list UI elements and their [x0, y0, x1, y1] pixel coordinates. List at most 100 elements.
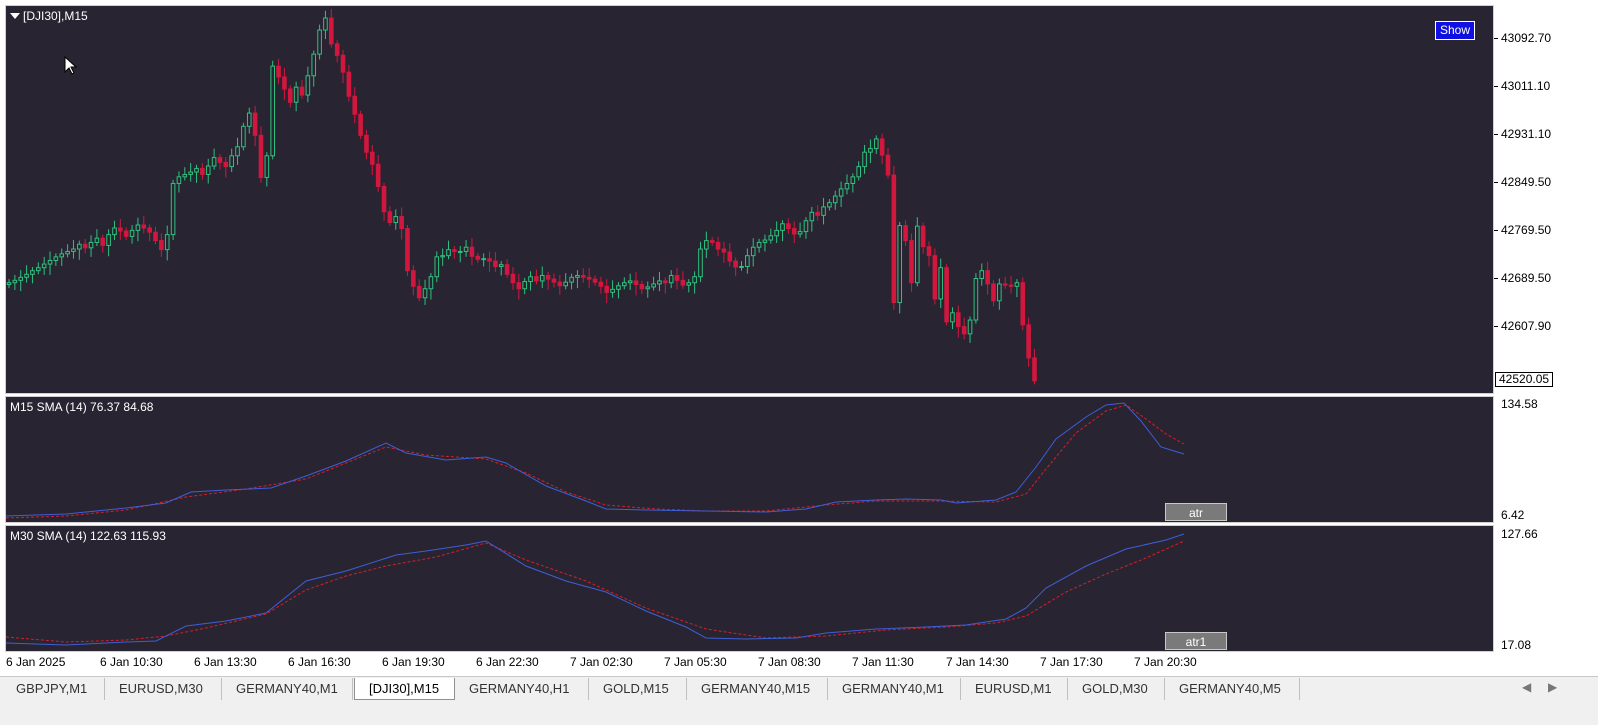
time-label: 7 Jan 02:30 — [570, 655, 633, 669]
atr1-signal-line — [6, 540, 1185, 643]
atr-m15-pane[interactable]: M15 SMA (14) 76.37 84.68 atr — [5, 396, 1494, 523]
tab-germany40-m5[interactable]: GERMANY40,M5 — [1165, 678, 1300, 700]
bull-candle — [563, 281, 569, 287]
scroll-right-icon[interactable]: ▶ — [1548, 680, 1558, 694]
tab-germany40-m15[interactable]: GERMANY40,M15 — [687, 678, 828, 700]
bull-candle — [311, 53, 317, 77]
bear-candle — [786, 223, 791, 230]
bull-candle — [112, 227, 117, 236]
bear-candle — [364, 134, 369, 153]
bull-candle — [610, 288, 615, 293]
tab-gbpjpy-m1[interactable]: GBPJPY,M1 — [2, 678, 105, 700]
bear-candle — [352, 95, 358, 115]
bull-candle — [844, 182, 850, 190]
bull-candle — [428, 276, 434, 290]
bull-candle — [422, 288, 428, 299]
bull-candle — [41, 263, 47, 269]
tab-germany40-m1[interactable]: GERMANY40,M1 — [222, 678, 353, 700]
bull-candle — [205, 165, 211, 175]
bear-candle — [346, 71, 352, 97]
bull-candle — [18, 276, 24, 281]
atr-m30-title: M30 SMA (14) 122.63 115.93 — [10, 529, 166, 543]
bull-candle — [182, 173, 188, 178]
bull-candle — [94, 237, 100, 243]
bull-candle — [803, 220, 809, 233]
bull-candle — [129, 229, 135, 237]
atr-axis-bottom: 6.42 — [1501, 508, 1525, 522]
tab-germany40-h1[interactable]: GERMANY40,H1 — [455, 678, 589, 700]
bull-candle — [651, 283, 656, 288]
bull-candle — [481, 258, 486, 261]
bull-candle — [780, 223, 785, 231]
bull-candle — [77, 243, 82, 250]
bull-candle — [868, 148, 873, 153]
bear-candle — [1026, 324, 1031, 359]
bear-candle — [985, 270, 990, 285]
price-label: 42931.10 — [1501, 127, 1552, 141]
time-axis: 6 Jan 2025 6 Jan 10:30 6 Jan 13:30 6 Jan… — [0, 652, 1494, 676]
bear-candle — [1032, 357, 1037, 382]
candlestick-chart — [6, 8, 1037, 385]
bear-candle — [586, 276, 592, 280]
bear-candle — [815, 211, 820, 216]
price-chart-pane[interactable]: [DJI30],M15 Show — [5, 5, 1494, 394]
show-button[interactable]: Show — [1435, 21, 1476, 40]
bull-candle — [850, 176, 856, 184]
tab-gold-m30[interactable]: GOLD,M30 — [1068, 678, 1165, 700]
bear-candle — [733, 260, 738, 268]
atr-signal-line — [6, 404, 1185, 519]
bear-candle — [1002, 283, 1008, 286]
tab-germany40-m1-2[interactable]: GERMANY40,M1 — [828, 678, 961, 700]
collapse-triangle-icon[interactable] — [10, 13, 20, 19]
bull-candle — [457, 250, 463, 253]
bear-candle — [375, 163, 381, 187]
atr-button[interactable]: atr — [1165, 503, 1227, 521]
bull-candle — [323, 17, 328, 31]
bear-candle — [604, 285, 610, 293]
bear-candle — [282, 76, 287, 90]
bull-candle — [270, 65, 275, 157]
atr-m30-pane[interactable]: M30 SMA (14) 122.63 115.93 atr1 — [5, 525, 1494, 652]
bull-candle — [12, 279, 18, 284]
bear-candle — [721, 248, 727, 253]
tab-gold-m15[interactable]: GOLD,M15 — [589, 678, 687, 700]
tab-eurusd-m30[interactable]: EURUSD,M30 — [105, 678, 222, 700]
bear-candle — [370, 151, 375, 165]
bear-candle — [909, 240, 914, 284]
tab-eurusd-m1[interactable]: EURUSD,M1 — [961, 678, 1068, 700]
atr1-axis-bottom: 17.08 — [1501, 638, 1532, 652]
price-label: 43092.70 — [1501, 31, 1552, 45]
bull-candle — [36, 267, 41, 272]
bull-candle — [229, 155, 234, 168]
bull-candle — [47, 259, 53, 265]
bull-candle — [873, 138, 879, 150]
bull-candle — [65, 250, 70, 255]
time-label: 7 Jan 11:30 — [852, 655, 914, 669]
bull-candle — [235, 146, 240, 157]
bear-candle — [920, 225, 926, 248]
bear-candle — [891, 174, 897, 304]
scroll-left-icon[interactable]: ◀ — [1522, 680, 1532, 694]
bull-candle — [827, 202, 832, 208]
bull-candle — [264, 155, 270, 178]
bull-candle — [446, 249, 451, 257]
atr-m30-lines — [6, 533, 1185, 646]
atr1-button[interactable]: atr1 — [1165, 632, 1227, 650]
bear-candle — [956, 312, 961, 328]
bear-candle — [493, 260, 498, 267]
bear-candle — [123, 230, 129, 237]
current-price-label: 42520.05 — [1495, 372, 1554, 387]
bull-candle — [463, 246, 469, 252]
bear-candle — [416, 285, 422, 299]
bull-candle — [997, 283, 1002, 302]
tab-dji30-m15[interactable]: [DJI30],M15 — [354, 678, 455, 700]
chart-symbol-title: [DJI30],M15 — [23, 9, 88, 23]
bear-candle — [469, 246, 475, 257]
bull-candle — [6, 282, 12, 286]
bull-candle — [30, 270, 35, 275]
bear-candle — [141, 224, 147, 229]
bear-candle — [340, 54, 346, 73]
bull-candle — [434, 256, 440, 278]
bull-candle — [622, 282, 627, 287]
bear-candle — [680, 279, 686, 286]
